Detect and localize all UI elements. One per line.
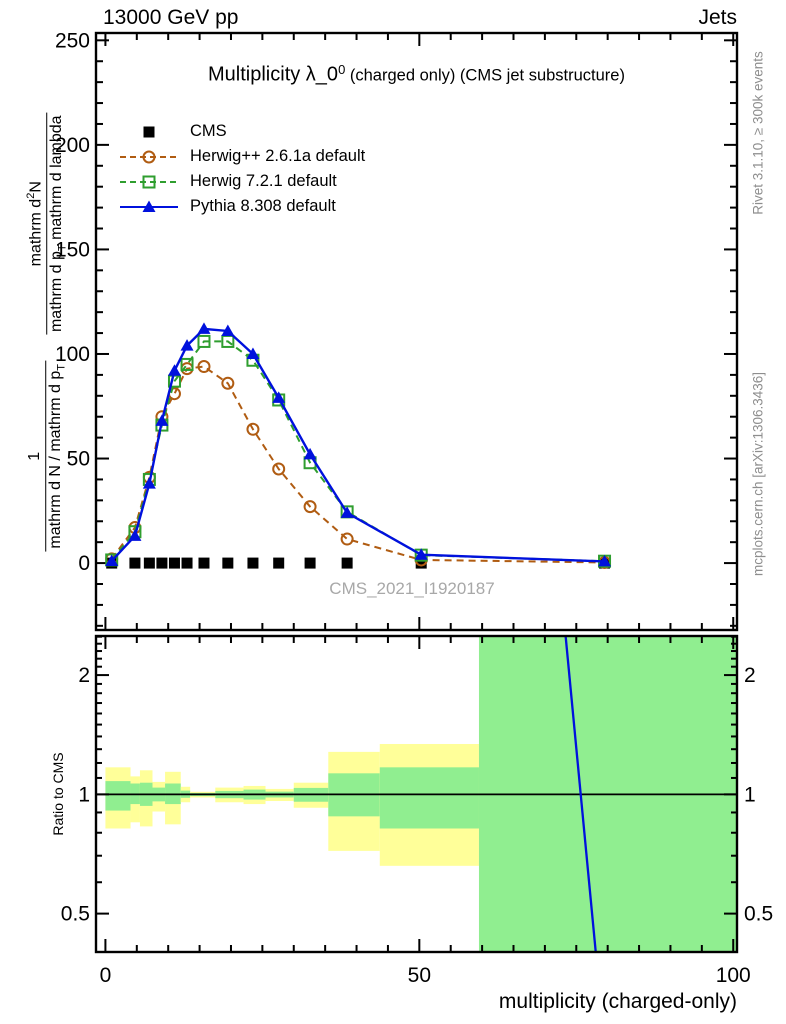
main-y-tick-label: 250 bbox=[55, 29, 90, 52]
x-tick-label: 0 bbox=[100, 964, 112, 987]
cms-data-marker bbox=[143, 557, 155, 569]
herwigpp-marker bbox=[197, 360, 211, 374]
ratio-band-stat-uncertainty bbox=[105, 781, 131, 811]
cms-data-marker bbox=[168, 557, 180, 569]
plot-title: Multiplicity λ_00 (charged only) (CMS je… bbox=[96, 62, 737, 86]
cms-data-marker bbox=[181, 557, 193, 569]
ratio-y-tick-label-right: 0.5 bbox=[744, 903, 773, 926]
ratio-y-tick-label-right: 2 bbox=[744, 664, 756, 687]
legend-marker-filled-triangle bbox=[120, 200, 178, 212]
cms-data-marker bbox=[273, 557, 285, 569]
legend-item: Herwig++ 2.6.1a default bbox=[118, 144, 365, 169]
tick-labels: 0 50 100 150 200 250 0.5 0.5 1 1 2 2 0 50 100 bbox=[55, 29, 773, 987]
x-tick-label: 50 bbox=[408, 964, 431, 987]
pythia-marker bbox=[246, 347, 260, 359]
y-label-frac1-denominator: mathrm d N / mathrm d pT bbox=[44, 361, 68, 552]
legend-label: CMS bbox=[190, 122, 227, 140]
legend-marker-open-circle bbox=[120, 150, 178, 163]
plot-title-superscript: 0 bbox=[338, 62, 346, 77]
y-label-fraction-2: mathrm d2N mathrm d pT mathrm d lambda bbox=[25, 112, 69, 336]
cms-data-marker bbox=[143, 126, 155, 137]
series-herwig++ bbox=[105, 360, 612, 569]
pythia-marker bbox=[142, 200, 156, 212]
pythia-marker bbox=[128, 529, 142, 541]
pythia-marker bbox=[303, 447, 317, 460]
main-panel-frame bbox=[94, 31, 739, 632]
ratio-y-tick-label-right: 1 bbox=[744, 783, 756, 806]
legend-item: Herwig 7.2.1 default bbox=[118, 169, 365, 194]
series-pythia bbox=[105, 322, 612, 567]
ratio-band-stat-uncertainty bbox=[379, 767, 479, 829]
herwig7-marker bbox=[180, 357, 194, 371]
series-line bbox=[110, 327, 605, 563]
pythia-marker bbox=[155, 414, 169, 426]
pythia-marker bbox=[414, 548, 428, 560]
herwig7-marker bbox=[197, 334, 211, 348]
plot-title-qualifier: (charged only) (CMS jet substructure) bbox=[345, 66, 625, 85]
main-y-tick-label: 0 bbox=[78, 552, 90, 575]
pythia-marker bbox=[167, 364, 181, 376]
cms-data-marker bbox=[247, 557, 259, 569]
ratio-y-tick-label-left: 2 bbox=[78, 664, 90, 687]
cms-data-marker bbox=[129, 557, 141, 569]
ratio-y-tick-label-left: 0.5 bbox=[61, 903, 90, 926]
pythia-marker bbox=[197, 322, 211, 334]
pythia-ratio-line bbox=[564, 635, 597, 953]
legend-item: CMS bbox=[118, 119, 365, 144]
main-y-tick-label: 150 bbox=[55, 238, 90, 261]
main-y-tick-label: 200 bbox=[55, 134, 90, 157]
herwig7-marker bbox=[142, 175, 156, 188]
y-label-frac1-numerator: 1 bbox=[26, 451, 44, 461]
legend-label: Pythia 8.308 default bbox=[190, 197, 336, 215]
pythia-marker bbox=[105, 554, 119, 566]
herwigpp-marker bbox=[142, 150, 156, 163]
pythia-marker bbox=[180, 339, 194, 351]
series-herwig bbox=[105, 334, 612, 568]
y-label-frac2-denominator: mathrm d pT mathrm d lambda bbox=[45, 112, 69, 336]
analysis-id-watermark: CMS_2021_I1920187 bbox=[329, 579, 495, 598]
ratio-y-axis-label: Ratio to CMS bbox=[50, 752, 66, 836]
y-label-fraction-1: 1 mathrm d N / mathrm d pT bbox=[26, 361, 68, 552]
legend-marker-filled-square bbox=[143, 126, 155, 137]
cms-data-marker bbox=[156, 557, 168, 569]
pythia-marker bbox=[272, 391, 286, 403]
plot-title-observable: Multiplicity λ_0 bbox=[208, 63, 339, 86]
beam-energy-label: 13000 GeV pp bbox=[103, 6, 239, 29]
main-y-axis-label: 1 mathrm d N / mathrm d pT mathrm d2N ma… bbox=[25, 112, 69, 552]
pythia-marker bbox=[340, 506, 354, 518]
x-axis-label: multiplicity (charged-only) bbox=[498, 990, 737, 1013]
legend-label: Herwig 7.2.1 default bbox=[190, 172, 337, 190]
mcplots-credit-label: mcplots.cern.ch [arXiv:1306.3436] bbox=[750, 371, 766, 577]
legend: CMS Herwig++ 2.6.1a default Herwig 7.2.1 d… bbox=[118, 119, 365, 219]
pythia-marker bbox=[221, 324, 235, 336]
main-y-tick-label: 100 bbox=[55, 343, 90, 366]
legend-item: Pythia 8.308 default bbox=[118, 194, 365, 219]
cms-data-marker bbox=[341, 557, 353, 569]
pythia-marker bbox=[598, 554, 612, 567]
legend-marker-open-square bbox=[120, 175, 178, 188]
herwigpp-marker bbox=[246, 422, 260, 436]
cms-data-marker bbox=[198, 557, 210, 569]
cms-data-marker bbox=[415, 557, 427, 569]
ratio-y-tick-label-left: 1 bbox=[78, 783, 90, 806]
herwigpp-marker bbox=[272, 462, 286, 476]
legend-label: Herwig++ 2.6.1a default bbox=[190, 147, 366, 165]
main-y-tick-label: 50 bbox=[67, 448, 90, 471]
herwigpp-marker bbox=[340, 532, 354, 546]
analysis-group-label: Jets bbox=[698, 6, 737, 29]
herwigpp-marker bbox=[303, 500, 317, 514]
x-tick-label: 100 bbox=[716, 964, 751, 987]
axis-ticks bbox=[96, 33, 737, 953]
pythia-marker bbox=[142, 477, 156, 489]
herwigpp-marker bbox=[221, 376, 235, 390]
series-line bbox=[110, 365, 605, 564]
rivet-version-label: Rivet 3.1.10, ≥ 300k events bbox=[750, 51, 766, 215]
cms-data-marker bbox=[222, 557, 234, 569]
cms-data-marker bbox=[304, 557, 316, 569]
y-label-frac2-numerator: mathrm d2N bbox=[25, 181, 45, 267]
